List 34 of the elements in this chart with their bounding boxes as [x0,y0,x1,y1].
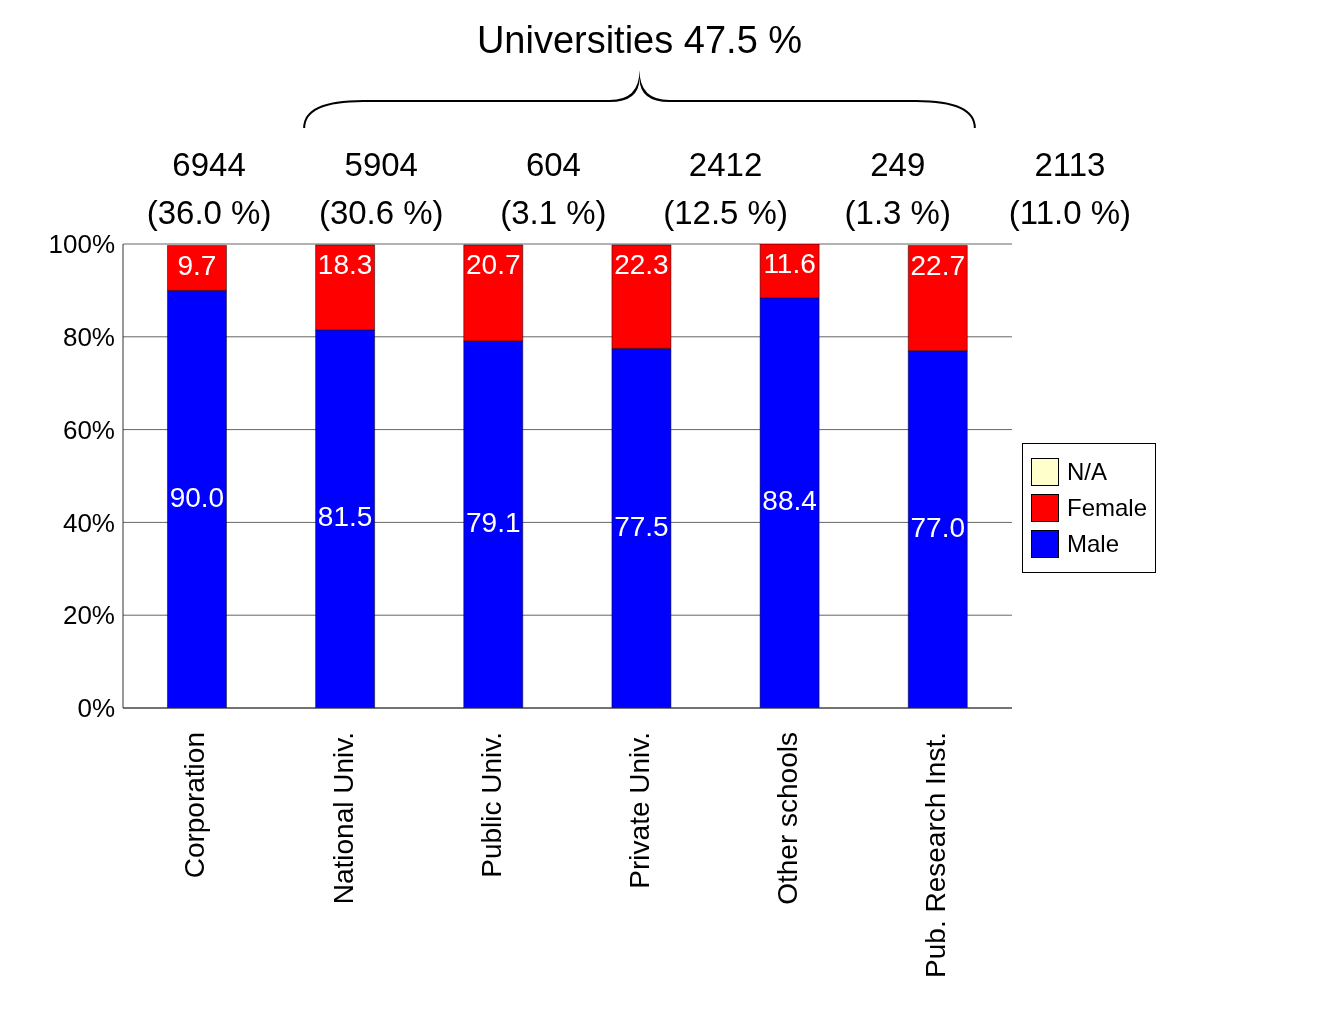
y-tick-label: 80% [62,322,115,353]
data-label: 20.7 [466,249,521,281]
text: Universities 47.5 % [476,19,803,61]
data-label: 88.4 [762,485,817,517]
data-label: 22.7 [910,249,966,281]
y-tick-label: 100% [48,229,115,260]
text: 604 (3.1 %) [500,146,607,231]
text: 249 (1.3 %) [844,146,951,231]
x-tick-label: Other schools [772,732,804,905]
data-label: 22.3 [614,249,669,281]
y-tick-label: 40% [62,507,115,538]
y-tick-label: 60% [62,414,115,445]
legend-label: Female [1065,494,1147,522]
x-tick-label: National Univ. [327,732,359,905]
text: 2113 (11.0 %) [1008,146,1132,231]
data-label: 77.5 [614,510,669,542]
y-tick-label: 0% [77,693,115,724]
y-tick-label: 20% [62,600,115,631]
x-tick-label: Private Univ. [623,732,655,889]
x-tick-label: Public Univ. [475,732,507,878]
x-tick-label: Pub. Research Inst. [920,732,952,978]
data-label: 90.0 [169,481,225,513]
text: 6944 (36.0 %) [146,146,272,231]
data-label: 77.0 [910,511,966,543]
x-tick-label: Corporation [179,732,211,879]
text: 2412 (12.5 %) [663,146,788,231]
data-label: 9.7 [177,249,217,281]
data-label: 79.1 [466,506,521,538]
data-label: 18.3 [317,249,373,281]
legend-label: N/A [1065,458,1108,486]
legend-label: Male [1065,530,1120,558]
text: 5904 (30.6 %) [318,146,444,231]
data-label: 11.6 [763,248,816,280]
data-label: 81.5 [317,501,373,533]
